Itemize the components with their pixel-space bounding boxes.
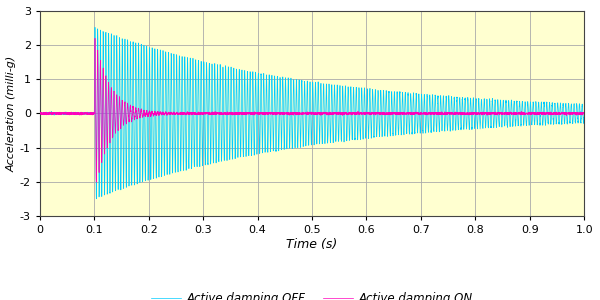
Y-axis label: Acceleration (milli-g): Acceleration (milli-g) [7, 55, 17, 172]
Active damping OFF [302, 142, 310, 146]
Active damping OFF [91, 26, 98, 29]
Active damping ON [93, 180, 100, 184]
Legend: Active damping OFF, Active damping ON: Active damping OFF, Active damping ON [146, 287, 478, 300]
Active damping ON [91, 37, 98, 40]
Active damping OFF [69, 112, 76, 116]
Active damping OFF [36, 111, 43, 115]
X-axis label: Time (s): Time (s) [286, 238, 338, 251]
Active damping ON [143, 110, 150, 113]
Active damping ON [69, 112, 76, 115]
Active damping ON [302, 112, 310, 116]
Active damping OFF [581, 111, 588, 115]
Active damping OFF [143, 44, 150, 48]
Active damping ON [581, 112, 588, 116]
Active damping ON [59, 112, 66, 115]
Active damping OFF [59, 112, 66, 115]
Line: Active damping ON: Active damping ON [40, 38, 584, 182]
Line: Active damping OFF: Active damping OFF [40, 27, 584, 199]
Active damping OFF [552, 107, 559, 111]
Active damping ON [36, 112, 43, 116]
Active damping OFF [39, 112, 46, 116]
Active damping ON [552, 112, 559, 115]
Active damping ON [39, 112, 46, 115]
Active damping OFF [93, 197, 100, 201]
